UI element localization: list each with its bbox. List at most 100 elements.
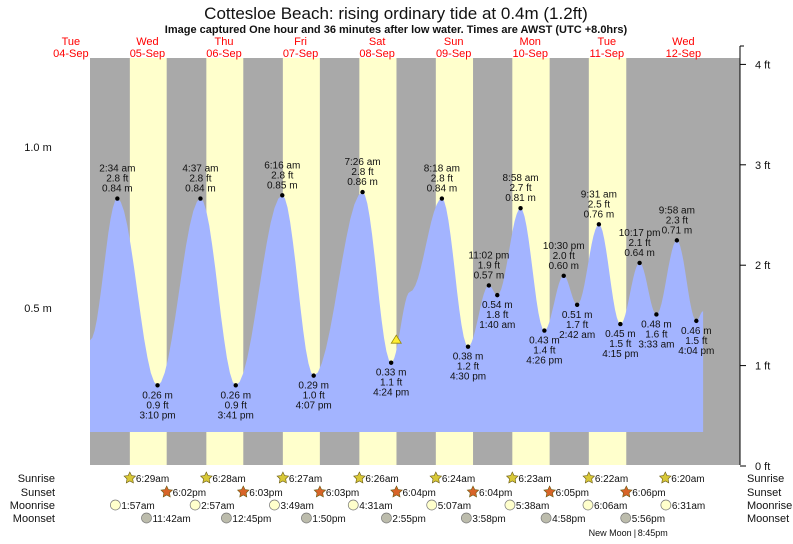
sunrise-icon [353, 471, 366, 484]
high-tide-label-ft: 2.8 ft [431, 174, 453, 185]
low-tide-label-m: 0.38 m [453, 352, 484, 363]
sunrise-time: 6:24am [442, 474, 475, 485]
moonset-time: 12:45pm [232, 514, 271, 525]
low-tide-label-time: 4:26 pm [526, 356, 562, 367]
sunrise-time: 6:22am [595, 474, 628, 485]
low-tide-point [654, 312, 659, 317]
high-tide-label-m: 0.85 m [267, 180, 298, 191]
date-label: 12-Sep [666, 48, 701, 60]
sunset-time: 6:03pm [326, 488, 359, 499]
high-tide-label-m: 0.84 m [102, 184, 133, 195]
moonset-icon [381, 512, 392, 524]
sunset-icon [466, 485, 480, 498]
sunset-icon [236, 485, 250, 498]
high-tide-point [518, 205, 523, 211]
sunrise-time: 6:23am [518, 474, 551, 485]
moonrise-time: 4:31am [359, 501, 392, 512]
moon-phase-time: 8:45pm [638, 528, 668, 538]
high-tide-label-m: 0.60 m [548, 261, 579, 272]
moonset-time: 5:56pm [632, 514, 665, 525]
high-tide-label-ft: 2.8 ft [271, 170, 293, 181]
sunrise-time: 6:26am [365, 474, 398, 485]
high-tide-label-m: 0.57 m [474, 270, 505, 281]
high-tide-label-time: 8:18 am [424, 164, 460, 175]
low-tide-point [155, 383, 160, 388]
high-tide-label-time: 7:26 am [344, 157, 380, 168]
high-tide-label-m: 0.84 m [185, 184, 216, 195]
high-tide-point [439, 196, 445, 201]
sunset-icon [390, 485, 403, 498]
moonrise-row-label-right: Moonrise [747, 500, 792, 512]
moonset-icon [141, 512, 152, 524]
high-tide-label-ft: 2.3 ft [666, 215, 688, 226]
low-tide-point [574, 302, 580, 307]
moonset-time: 11:42am [152, 514, 190, 525]
day-of-week-label: Mon [520, 36, 541, 48]
moonset-row-label-right: Moonset [747, 513, 789, 525]
moonrise-icon [660, 499, 672, 511]
low-tide-label-m: 0.48 m [641, 319, 672, 330]
sunset-icon [543, 485, 557, 498]
low-tide-label-time: 2:42 am [559, 330, 595, 341]
high-tide-point [561, 273, 566, 278]
sunset-row-label-right: Sunset [747, 487, 781, 499]
moonset-time: 2:55pm [392, 514, 425, 525]
left-axis-tick-label: 0.5 m [24, 303, 52, 315]
sunrise-time: 6:29am [136, 474, 169, 485]
low-tide-label-time: 3:10 pm [139, 410, 175, 421]
low-tide-point [495, 292, 500, 298]
sunrise-row-label-left: Sunrise [18, 473, 55, 485]
moon-phase-label: New Moon [589, 528, 632, 538]
high-tide-label-m: 0.84 m [427, 184, 458, 195]
high-tide-point [198, 196, 203, 201]
low-tide-label-ft: 1.8 ft [486, 310, 508, 321]
sunrise-icon [658, 471, 672, 484]
low-tide-label-ft: 1.2 ft [457, 362, 479, 373]
moonrise-time: 1:57am [121, 501, 154, 512]
date-label: 06-Sep [206, 48, 241, 60]
day-of-week-label: Wed [136, 36, 158, 48]
left-axis-tick-label: 1.0 m [24, 142, 52, 154]
moonrise-time: 5:07am [438, 501, 471, 512]
low-tide-label-time: 4:30 pm [450, 372, 486, 383]
moonrise-icon [347, 499, 359, 511]
high-tide-point [360, 189, 365, 195]
moonrise-icon [110, 499, 121, 511]
moonrise-icon [582, 499, 594, 511]
high-tide-label-m: 0.71 m [662, 225, 693, 236]
sunset-time: 6:04pm [479, 488, 512, 499]
tide-fill [90, 192, 704, 432]
low-tide-point [388, 360, 394, 365]
moonset-icon [460, 512, 472, 524]
high-tide-label-time: 9:31 am [581, 189, 617, 200]
day-of-week-label: Tue [62, 36, 81, 48]
current-tide-marker [390, 334, 402, 344]
right-axis-tick-label: 4 ft [755, 59, 770, 71]
low-tide-point [465, 344, 471, 349]
low-tide-label-ft: 1.1 ft [380, 378, 402, 389]
high-tide-label-time: 8:58 am [502, 173, 538, 184]
low-tide-label-time: 3:33 am [638, 339, 674, 350]
right-axis-tick-label: 1 ft [755, 361, 770, 373]
sunrise-time: 6:20am [671, 474, 704, 485]
sunset-icon [313, 485, 327, 498]
chart-subtitle: Image captured One hour and 36 minutes a… [165, 24, 628, 36]
date-label: 05-Sep [130, 48, 165, 60]
date-label: 07-Sep [283, 48, 318, 60]
moonset-time: 3:58pm [472, 514, 505, 525]
high-tide-label-ft: 2.5 ft [588, 199, 610, 210]
axes: 0 ft 1 ft 2 ft 3 ft 4 ft 0.5 m 1.0 m [24, 45, 770, 473]
high-tide-point [637, 260, 642, 266]
date-label: 04-Sep [53, 48, 88, 60]
moonrise-icon [504, 499, 516, 511]
moonset-icon [620, 512, 632, 524]
sunset-row-label-left: Sunset [21, 487, 55, 499]
low-tide-label-m: 0.51 m [562, 310, 593, 321]
high-tide-point [280, 193, 285, 198]
low-tide-label-ft: 1.7 ft [566, 320, 588, 331]
low-tide-point [542, 328, 547, 333]
day-of-week-label: Sat [369, 36, 386, 48]
day-of-week-label: Sun [444, 36, 464, 48]
moonset-row-label-left: Moonset [13, 513, 55, 525]
